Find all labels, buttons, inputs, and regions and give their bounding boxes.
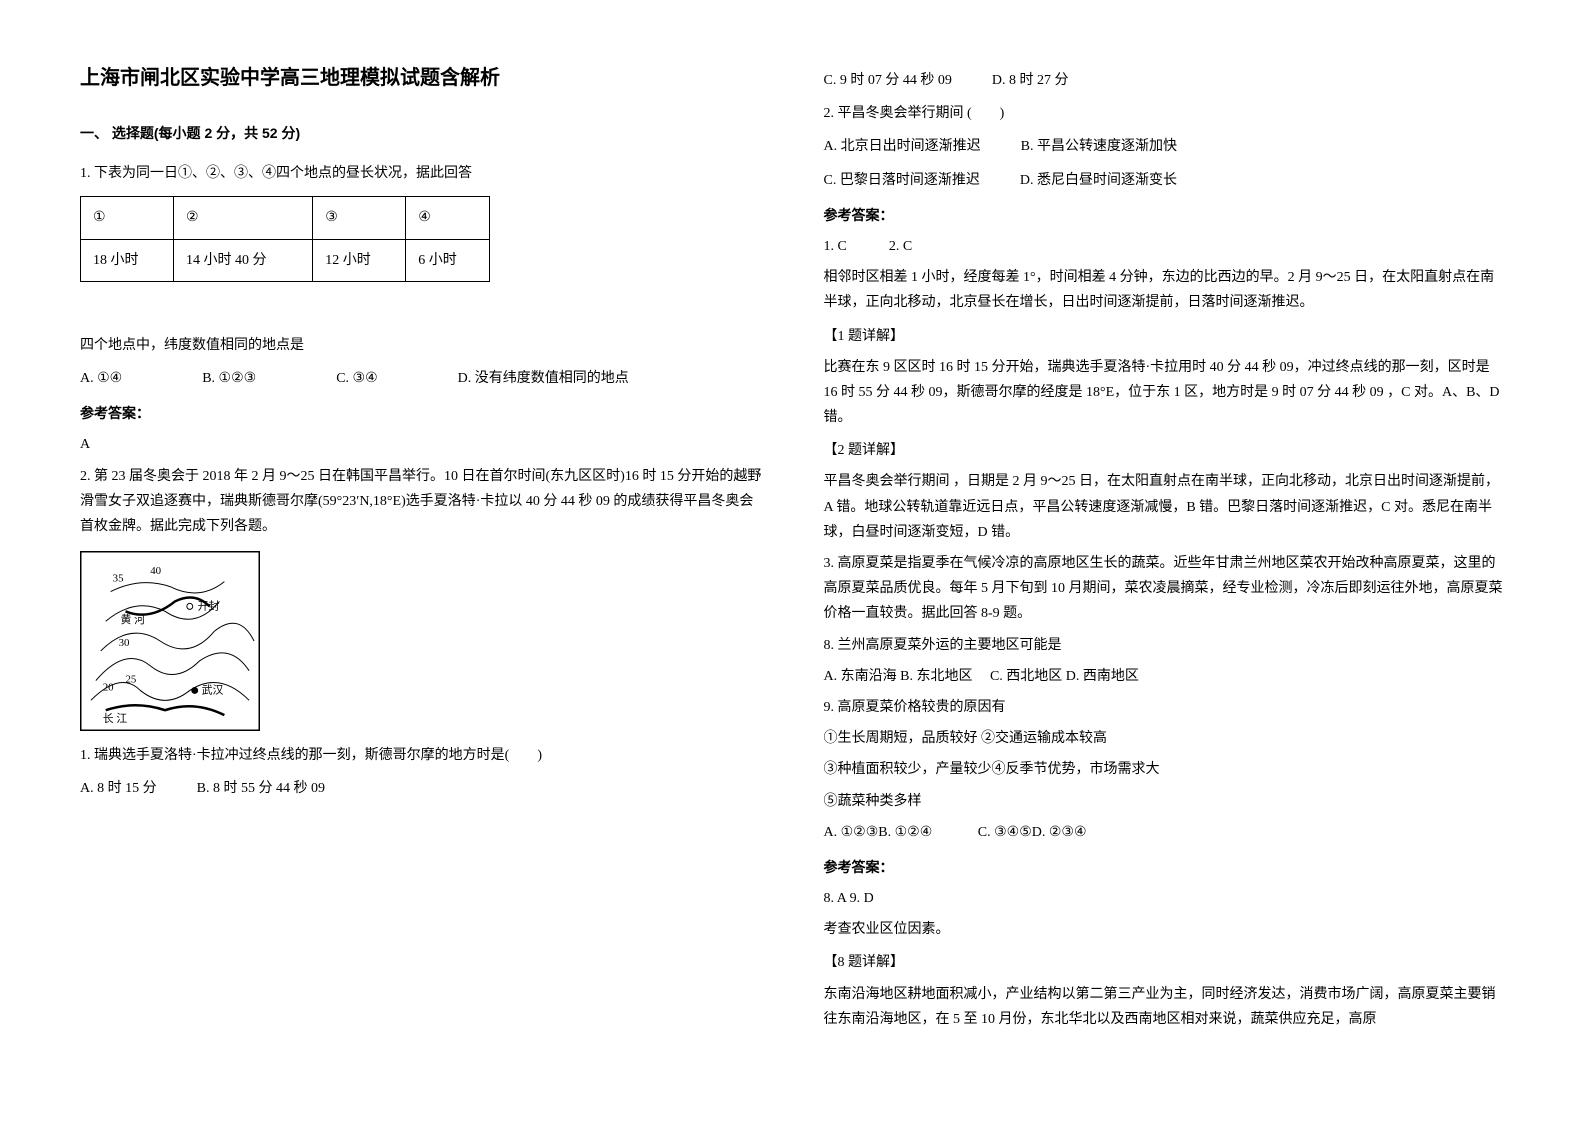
q1-table: ① ② ③ ④ 18 小时 14 小时 40 分 12 小时 6 小时: [80, 196, 490, 281]
q2-sub2: 2. 平昌冬奥会举行期间 ( ): [824, 101, 1508, 126]
answer-label: 参考答案：: [824, 855, 1508, 880]
q3-answer: 8. A 9. D: [824, 886, 1508, 911]
explain-header-8: 【8 题详解】: [824, 950, 1508, 975]
q2-explain-1: 比赛在东 9 区区时 16 时 15 分开始，瑞典选手夏洛特·卡拉用时 40 分…: [824, 355, 1508, 431]
q2-explain-intro: 相邻时区相差 1 小时，经度每差 1°，时间相差 4 分钟，东边的比西边的早。2…: [824, 265, 1508, 315]
q2-answer: 1. C 2. C: [824, 234, 1508, 259]
option-b: B. 平昌公转速度逐渐加快: [1021, 134, 1177, 159]
q3-stem: 3. 高原夏菜是指夏季在气候冷凉的高原地区生长的蔬菜。近些年甘肃兰州地区菜农开始…: [824, 551, 1508, 627]
q2-explain-2: 平昌冬奥会举行期间 ，日期是 2 月 9～25 日，在太阳直射点在南半球，正向北…: [824, 469, 1508, 545]
option-b: B. 8 时 55 分 44 秒 09: [197, 776, 325, 801]
city-wuhan: 武汉: [202, 683, 224, 696]
q3-explain-intro: 考查农业区位因素。: [824, 917, 1508, 942]
contour-20: 20: [103, 682, 114, 694]
option-c: C. 巴黎日落时间逐渐推迟: [824, 168, 980, 193]
explain-header-2: 【2 题详解】: [824, 438, 1508, 463]
q1-answer: A: [80, 432, 764, 457]
contour-40: 40: [150, 565, 161, 577]
table-cell: 12 小时: [313, 239, 406, 281]
table-header: ④: [406, 197, 490, 239]
q1-sub: 四个地点中，纬度数值相同的地点是: [80, 333, 764, 358]
table-cell: 14 小时 40 分: [174, 239, 313, 281]
contour-25: 25: [126, 674, 137, 686]
q1-stem: 1. 下表为同一日①、②、③、④四个地点的昼长状况，据此回答: [80, 161, 764, 186]
q3-explain-8: 东南沿海地区耕地面积减小，产业结构以第二第三产业为主，同时经济发达，消费市场广阔…: [824, 982, 1508, 1032]
map-diagram: 35 40 30 20 25 开封 武汉 黄 河 长 江: [80, 551, 260, 731]
explain-header-1: 【1 题详解】: [824, 324, 1508, 349]
option-a: A. 8 时 15 分: [80, 776, 157, 801]
table-header: ③: [313, 197, 406, 239]
table-cell: 18 小时: [81, 239, 174, 281]
q3-sub9-item: ③种植面积较少，产量较少④反季节优势，市场需求大: [824, 757, 1508, 782]
answer-label: 参考答案：: [80, 401, 764, 426]
q3-sub9-opts: A. ①②③B. ①②④ C. ③④⑤D. ②③④: [824, 820, 1508, 845]
q3-sub9-item: ⑤蔬菜种类多样: [824, 789, 1508, 814]
option-d: D. 没有纬度数值相同的地点: [458, 366, 629, 391]
table-header: ①: [81, 197, 174, 239]
table-header: ②: [174, 197, 313, 239]
q3-sub8: 8. 兰州高原夏菜外运的主要地区可能是: [824, 633, 1508, 658]
river-yangtze: 长 江: [103, 712, 128, 725]
option-d: D. 悉尼白昼时间逐渐变长: [1020, 168, 1177, 193]
option-b: B. ①②③: [202, 366, 256, 391]
page-title: 上海市闸北区实验中学高三地理模拟试题含解析: [80, 60, 764, 96]
option-c: C. 9 时 07 分 44 秒 09: [824, 68, 952, 93]
option-a: A. 北京日出时间逐渐推迟: [824, 134, 981, 159]
river-yellow: 黄 河: [121, 612, 146, 626]
q2-sub1: 1. 瑞典选手夏洛特·卡拉冲过终点线的那一刻，斯德哥尔摩的地方时是( ): [80, 743, 764, 768]
q3-sub8-opts: A. 东南沿海 B. 东北地区 C. 西北地区 D. 西南地区: [824, 664, 1508, 689]
city-kaifeng: 开封: [198, 598, 220, 612]
q3-sub9-item: ①生长周期短，品质较好 ②交通运输成本较高: [824, 726, 1508, 751]
q3-sub9: 9. 高原夏菜价格较贵的原因有: [824, 695, 1508, 720]
contour-35: 35: [113, 573, 124, 585]
option-c: C. ③④: [336, 366, 377, 391]
option-a: A. ①④: [80, 366, 122, 391]
section-header: 一、 选择题(每小题 2 分，共 52 分): [80, 121, 764, 146]
q2-stem: 2. 第 23 届冬奥会于 2018 年 2 月 9～25 日在韩国平昌举行。1…: [80, 464, 764, 540]
option-d: D. 8 时 27 分: [992, 68, 1069, 93]
table-cell: 6 小时: [406, 239, 490, 281]
answer-label: 参考答案：: [824, 203, 1508, 228]
contour-30: 30: [119, 637, 130, 649]
